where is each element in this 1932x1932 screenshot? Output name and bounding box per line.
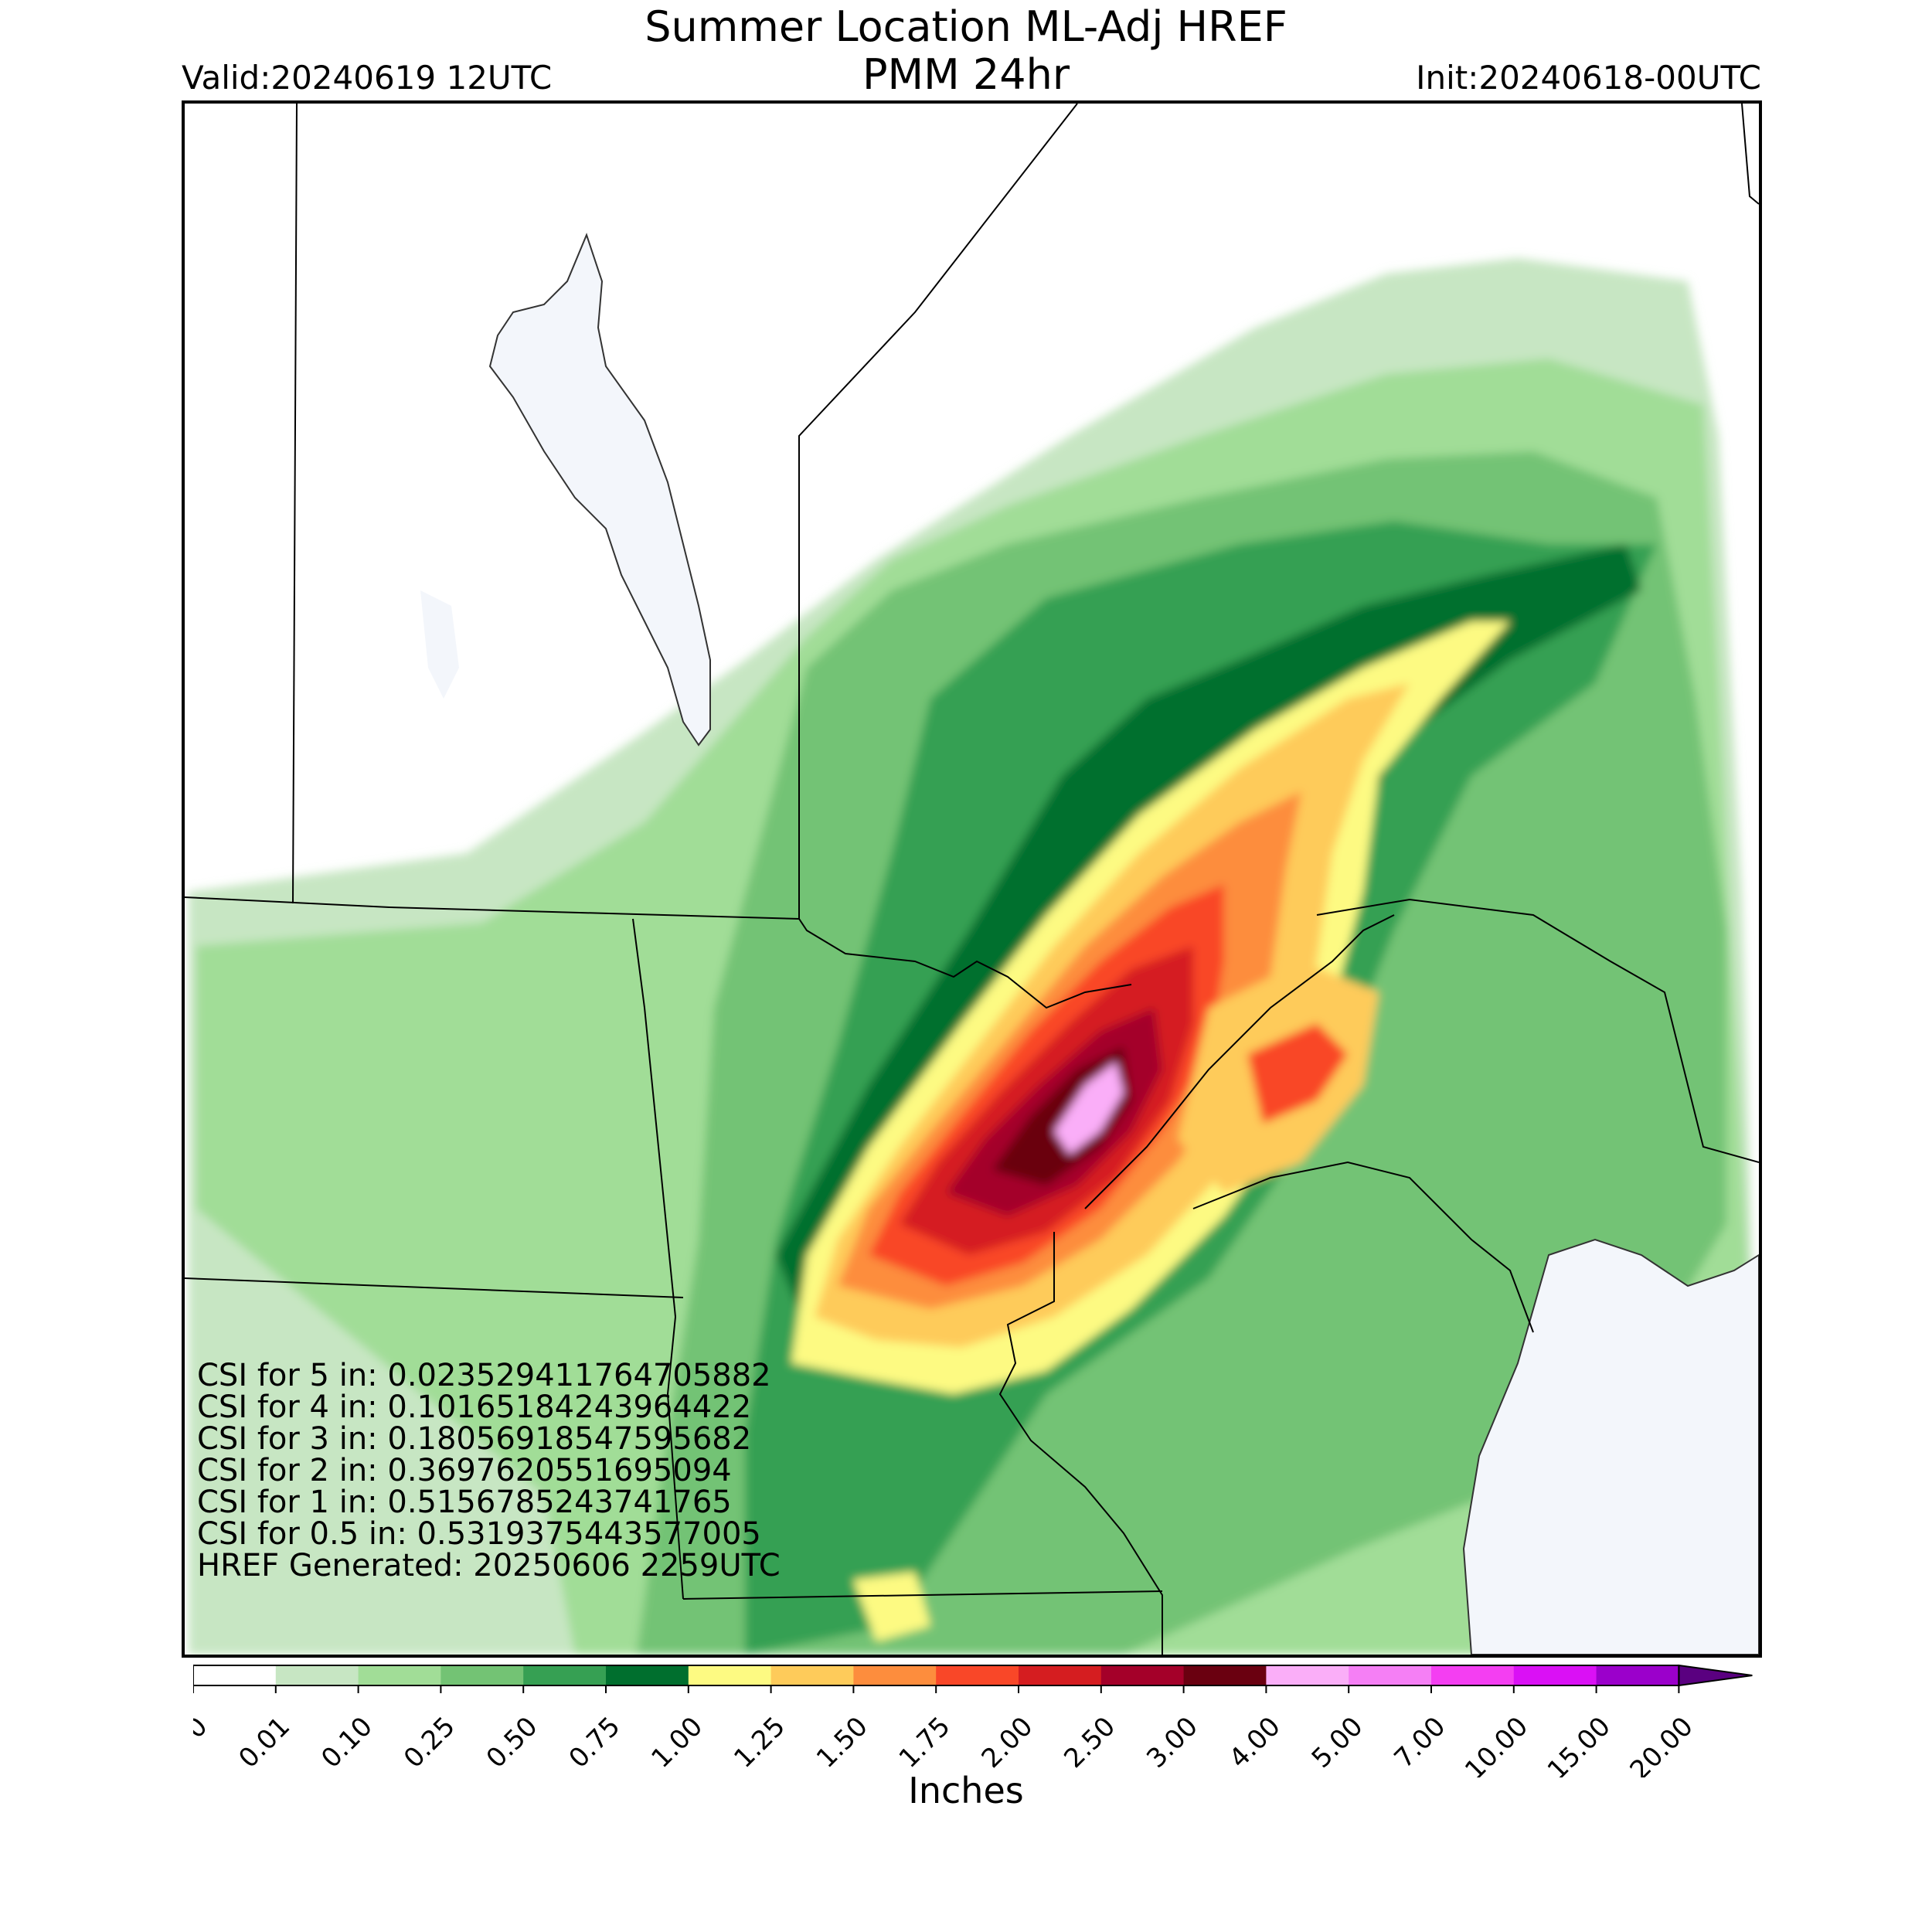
colorbar-segment [606,1665,689,1685]
colorbar-extend-arrow [1678,1664,1753,1687]
colorbar-tick-label: 0.75 [563,1711,627,1774]
colorbar-segment [1513,1665,1597,1685]
boundary-minnesota-wisconsin [998,1232,1163,1655]
colorbar-tick-label: 7.00 [1389,1711,1452,1774]
precip-map-canvas [185,104,1759,1655]
boundary-mn-iowa [682,1590,1163,1600]
colorbar-label: Inches [908,1770,1024,1811]
colorbar-tick-label: 20.00 [1624,1711,1699,1777]
colorbar-segment [440,1665,524,1685]
colorbar-segment [1266,1665,1349,1685]
colorbar-segment [275,1665,359,1685]
boundary-ontario-east [1316,898,1759,1163]
colorbar: 0.00 0.01 0.10 0.25 0.50 0.75 1.00 1.25 1.50 1.75… [193,1664,1753,1777]
precip-shading [189,258,1759,1655]
boundary-saskatchewan-manitoba [292,104,298,904]
colorbar-segment [1596,1665,1679,1685]
colorbar-segment [358,1665,441,1685]
colorbar-tick-label: 2.00 [976,1711,1039,1774]
init-time-label: Init:20240618-00UTC [1416,59,1761,97]
colorbar-segment [688,1665,772,1685]
colorbar-tick-label: 2.50 [1058,1711,1121,1774]
boundary-north-dakota-minnesota [632,918,676,1318]
colorbar-tick-label: 10.00 [1459,1711,1534,1777]
colorbar-segment [1183,1665,1267,1685]
map-title: Summer Location ML-Adj HREF [645,2,1287,51]
colorbar-tick-label: 1.00 [645,1711,709,1774]
map-subtitle: PMM 24hr [862,50,1070,99]
colorbar-segment [1100,1665,1185,1685]
colorbar-segment [1349,1665,1432,1685]
stat-line: CSI for 5 in: 0.023529411764705882 [197,1358,771,1393]
boundary-nd-sd [185,1277,684,1298]
stat-line: HREF Generated: 20250606 2259UTC [197,1548,781,1583]
csi-stats-block: CSI for 5 in: 0.023529411764705882 CSI f… [197,1360,781,1582]
colorbar-tick-label: 4.00 [1223,1711,1287,1774]
colorbar-segment [770,1665,854,1685]
colorbar-tick-label: 15.00 [1542,1711,1617,1777]
boundary-manitoba-ontario [798,104,1078,919]
lake-manitoba [420,590,459,699]
colorbar-tick-label: 0.01 [233,1711,296,1774]
stat-line: CSI for 3 in: 0.18056918547595682 [197,1421,752,1457]
boundary-wisconsin-michigan [1192,1161,1534,1333]
boundary-lake-superior-shore [1084,914,1395,1209]
colorbar-tick-label: 0.50 [481,1711,544,1774]
lake-michigan [1462,1238,1759,1655]
colorbar-segment [853,1665,937,1685]
precip-band-4.00 [1054,1062,1124,1155]
stat-line: CSI for 2 in: 0.3697620551695094 [197,1453,732,1488]
colorbar-segment [523,1665,607,1685]
lake-winnipeg [488,233,711,747]
stat-line: CSI for 4 in: 0.10165184243964422 [197,1389,752,1425]
colorbar-tick-label: 1.75 [893,1711,957,1774]
valid-time-label: Valid:20240619 12UTC [182,59,553,97]
water-bodies [420,233,1759,1655]
stat-line: CSI for 1 in: 0.5156785243741765 [197,1485,732,1520]
boundary-canada-us [185,896,1132,1009]
precip-band-1.75-east [1247,1023,1348,1124]
stat-line: CSI for 0.5 in: 0.5319375443577005 [197,1516,761,1552]
colorbar-tick-label: 0.10 [315,1711,379,1774]
colorbar-tick-label: 0.25 [398,1711,461,1774]
precip-band-1.00-south [853,1572,930,1641]
colorbar-tick-label: 0.00 [193,1711,213,1774]
colorbar-tick-label: 1.50 [811,1711,874,1774]
colorbar-tick-label: 1.25 [728,1711,791,1774]
boundary-south-dakota-minnesota [666,1316,684,1600]
colorbar-segment [1431,1665,1515,1685]
colorbar-tick-label: 3.00 [1141,1711,1204,1774]
colorbar-segment [1019,1665,1102,1685]
colorbar-segment [936,1665,1019,1685]
political-boundaries [185,104,1759,1655]
colorbar-segment [193,1665,277,1685]
precip-map [182,100,1762,1658]
boundary-manitoba-north [1741,104,1759,205]
colorbar-tick-label: 5.00 [1306,1711,1369,1774]
